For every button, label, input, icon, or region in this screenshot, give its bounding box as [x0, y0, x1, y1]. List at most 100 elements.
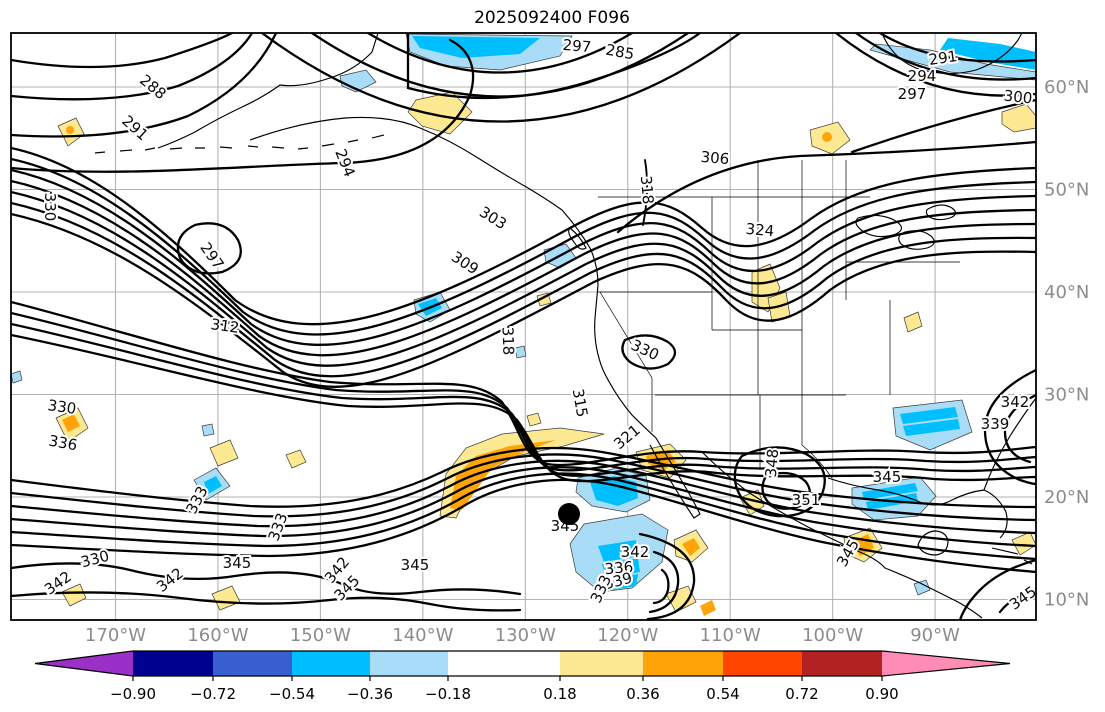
contour-label: 345 [873, 468, 902, 486]
negative-anomaly-core [610, 574, 638, 590]
colorbar-tick-label: 0.90 [865, 685, 898, 703]
yucatan-peninsula [917, 530, 949, 556]
positive-anomaly-patch [211, 585, 241, 611]
colorbar-segment [370, 651, 448, 676]
negative-anomaly-patch [514, 345, 527, 359]
lon-tick-label: 160°W [187, 625, 248, 646]
contour-label: 330 [47, 396, 78, 418]
contour-label: 342 [1001, 393, 1030, 411]
colorbar-segment [133, 651, 213, 676]
contour-label: 345 [401, 556, 430, 574]
positive-anomaly-core [700, 600, 716, 616]
lat-tick-label: 10°N [1044, 590, 1089, 611]
colorbar-segment [292, 651, 370, 676]
colorbar-tick-label: −0.90 [110, 685, 156, 703]
lon-tick-label: 140°W [392, 625, 453, 646]
contour-label: 297 [562, 36, 592, 56]
negative-anomaly-patch [201, 423, 215, 437]
colorbar-segment [643, 651, 723, 676]
negative-anomaly-patch [11, 370, 23, 384]
negative-anomaly-core [204, 476, 222, 494]
negative-anomaly-core [903, 419, 960, 436]
contour-label: 297 [898, 85, 927, 103]
contour-label: 294 [331, 146, 358, 179]
positive-anomaly-core [822, 132, 832, 142]
positive-anomaly-patch [526, 412, 542, 427]
colorbar-tick-label: −0.54 [269, 685, 315, 703]
contour-label: 309 [448, 248, 482, 279]
colorbar-tick-label: −0.36 [347, 685, 393, 703]
colorbar-segment [723, 651, 802, 676]
contour-lines [11, 33, 1036, 620]
atlantic-coastline [983, 397, 1036, 491]
positive-anomaly-patch [903, 311, 923, 333]
contour-label: 288 [136, 71, 170, 103]
colorbar-tick-label: 0.18 [543, 685, 576, 703]
lon-tick-label: 150°W [290, 625, 351, 646]
positive-anomaly-patch [665, 585, 697, 613]
lat-tick-label: 50°N [1044, 180, 1089, 201]
negative-anomaly-core [602, 558, 640, 578]
contour-label: 321 [610, 421, 644, 453]
contour-label: 351 [792, 491, 821, 509]
gulf-coast-florida [827, 477, 1008, 539]
contour-label: 342 [153, 564, 187, 596]
lon-tick-label: 100°W [802, 625, 863, 646]
aleutian-islands [94, 134, 385, 154]
contour-label: 303 [476, 203, 510, 233]
positive-anomaly-patch [209, 439, 239, 467]
positive-anomaly-patch [285, 449, 307, 469]
positive-anomaly-patch [1011, 531, 1036, 556]
lat-tick-label: 20°N [1044, 487, 1089, 508]
negative-anomaly-core [412, 36, 540, 58]
contour-label: 294 [908, 67, 937, 85]
positive-anomaly-core [62, 414, 80, 432]
colorbar-segment [560, 651, 643, 676]
positive-anomaly-patch [407, 91, 473, 135]
contour-label: 318 [637, 175, 657, 205]
vancouver-island [568, 227, 587, 250]
contour-label: 336 [47, 432, 78, 455]
contour-label: 339 [981, 415, 1010, 433]
contour-label: 330 [79, 547, 111, 572]
contour-label: 345 [1006, 582, 1040, 613]
map-frame [10, 32, 1037, 621]
lon-tick-label: 120°W [597, 625, 658, 646]
contour-label: 306 [700, 148, 730, 168]
lon-tick-label: 110°W [700, 625, 761, 646]
cyclone-marker [558, 503, 580, 525]
positive-anomaly-patch [61, 583, 87, 607]
negative-anomaly-core [900, 407, 958, 424]
lon-tick-label: 130°W [495, 625, 556, 646]
longitude-axis-labels: 170°W 160°W 150°W 140°W 130°W 120°W 110°W 100°W… [85, 625, 960, 646]
lat-tick-label: 60°N [1044, 77, 1089, 98]
contour-label: 330 [628, 336, 662, 364]
contour-label: 315 [569, 387, 592, 418]
latitude-axis-labels: 60°N 50°N 40°N 30°N 20°N 10°N [1044, 77, 1089, 611]
negative-anomaly-core [862, 483, 918, 500]
colorbar-below-arrow [35, 651, 133, 676]
positive-anomaly-patch [1001, 103, 1036, 133]
chart-title: 2025092400 F096 [474, 8, 630, 28]
contour-label: 345 [223, 554, 252, 572]
colorbar-tick-label: 0.54 [706, 685, 739, 703]
colorbar-tick-label: 0.72 [785, 685, 818, 703]
contour-label: 348 [762, 448, 782, 478]
negative-anomaly-patch [869, 43, 1036, 81]
mexico-pacific-coastline [701, 451, 983, 619]
colorbar-above-arrow [882, 651, 1010, 676]
contour-label: 312 [210, 315, 241, 337]
contour-label: 324 [745, 220, 775, 240]
negative-anomaly-patch [913, 579, 931, 596]
contour-label: 285 [604, 41, 635, 64]
contour-label: 300 [1003, 87, 1033, 108]
lon-tick-label: 170°W [85, 625, 146, 646]
colorbar-tick-label: −0.72 [190, 685, 236, 703]
colorbar: −0.90 −0.72 −0.54 −0.36 −0.18 0.18 0.36 0.54 0.7… [34, 650, 1011, 703]
alaska-coastline [157, 33, 379, 149]
colorbar-segment [213, 651, 292, 676]
lon-tick-label: 90°W [910, 625, 960, 646]
contour-label: 318 [499, 326, 518, 355]
